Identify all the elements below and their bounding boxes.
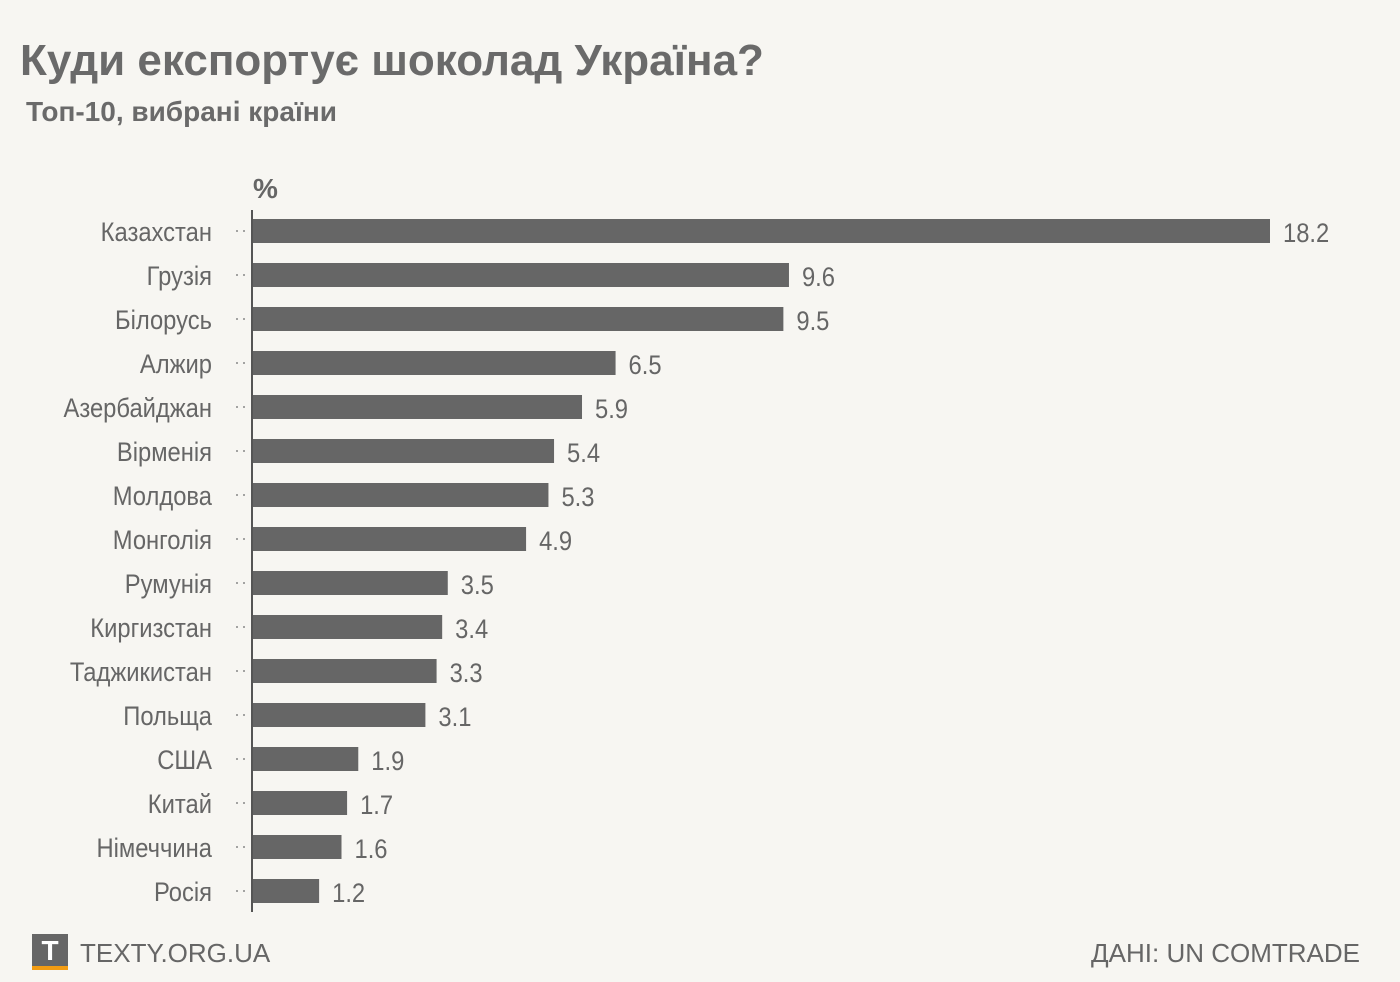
chart-subtitle: Топ-10, вибрані країни	[26, 96, 337, 127]
tick-dot	[236, 230, 238, 232]
bar	[252, 659, 437, 683]
bar	[252, 615, 443, 639]
category-label: Білорусь	[115, 306, 212, 336]
tick-dot	[243, 230, 245, 232]
value-label: 3.3	[450, 659, 483, 689]
tick-dot	[243, 802, 245, 804]
value-label: 3.5	[461, 571, 494, 601]
tick-dot	[243, 626, 245, 628]
category-label: Казахстан	[101, 218, 212, 248]
tick-dot	[236, 670, 238, 672]
category-label: Азербайджан	[64, 394, 212, 424]
category-label: Таджикистан	[70, 658, 212, 688]
tick-dot	[236, 450, 238, 452]
category-label: Грузія	[147, 262, 212, 292]
category-label: Польща	[123, 702, 213, 732]
category-label: Алжир	[140, 350, 212, 380]
category-label: Румунія	[125, 570, 212, 600]
bar	[252, 527, 527, 551]
tick-dot	[236, 802, 238, 804]
value-label: 1.7	[360, 791, 393, 821]
value-label: 1.6	[354, 835, 387, 865]
tick-dot	[236, 538, 238, 540]
category-label: Росія	[154, 878, 212, 908]
category-label: Китай	[148, 790, 212, 820]
bar	[252, 703, 426, 727]
value-label: 3.4	[455, 615, 488, 645]
tick-dot	[236, 626, 238, 628]
bar	[252, 483, 549, 507]
category-label: Молдова	[113, 482, 213, 512]
tick-dot	[236, 714, 238, 716]
bar	[252, 395, 583, 419]
tick-dot	[243, 538, 245, 540]
value-label: 9.6	[802, 263, 835, 293]
bar	[252, 307, 784, 331]
tick-dot	[236, 890, 238, 892]
value-label: 4.9	[539, 527, 572, 557]
unit-label: %	[253, 173, 278, 204]
tick-dot	[236, 846, 238, 848]
texty-logo: T	[32, 934, 68, 970]
data-source: ДАНІ: UN COMTRADE	[1091, 938, 1360, 968]
bar	[252, 571, 448, 595]
chart-title: Куди експортує шоколад Україна?	[20, 36, 764, 85]
bar	[252, 879, 320, 903]
tick-dot	[243, 318, 245, 320]
tick-dot	[243, 670, 245, 672]
bar	[252, 263, 789, 287]
category-label: Киргизстан	[90, 614, 212, 644]
value-label: 1.2	[332, 879, 365, 909]
tick-dot	[243, 494, 245, 496]
value-label: 18.2	[1283, 219, 1329, 249]
category-label: Монголія	[113, 526, 212, 556]
bar	[252, 747, 359, 771]
bar	[252, 219, 1270, 243]
value-label: 1.9	[371, 747, 404, 777]
tick-dot	[243, 846, 245, 848]
tick-dot	[236, 758, 238, 760]
value-label: 5.4	[567, 439, 600, 469]
bar	[252, 791, 348, 815]
tick-dot	[236, 274, 238, 276]
bar	[252, 351, 616, 375]
value-label: 9.5	[796, 307, 829, 337]
tick-dot	[236, 582, 238, 584]
bar	[252, 835, 342, 859]
site-link[interactable]: TEXTY.ORG.UA	[80, 938, 271, 968]
tick-dot	[236, 362, 238, 364]
tick-dot	[243, 406, 245, 408]
bar	[252, 439, 555, 463]
category-label: Вірменія	[117, 438, 212, 468]
category-label: Німеччина	[96, 834, 212, 864]
tick-dot	[243, 714, 245, 716]
tick-dot	[243, 274, 245, 276]
value-label: 5.9	[595, 395, 628, 425]
tick-dot	[236, 406, 238, 408]
tick-dot	[243, 362, 245, 364]
category-label: США	[157, 746, 212, 776]
value-label: 6.5	[629, 351, 662, 381]
tick-dot	[243, 758, 245, 760]
tick-dot	[243, 890, 245, 892]
tick-dot	[236, 494, 238, 496]
value-label: 3.1	[438, 703, 471, 733]
tick-dot	[243, 450, 245, 452]
tick-dot	[243, 582, 245, 584]
tick-dot	[236, 318, 238, 320]
value-label: 5.3	[561, 483, 594, 513]
